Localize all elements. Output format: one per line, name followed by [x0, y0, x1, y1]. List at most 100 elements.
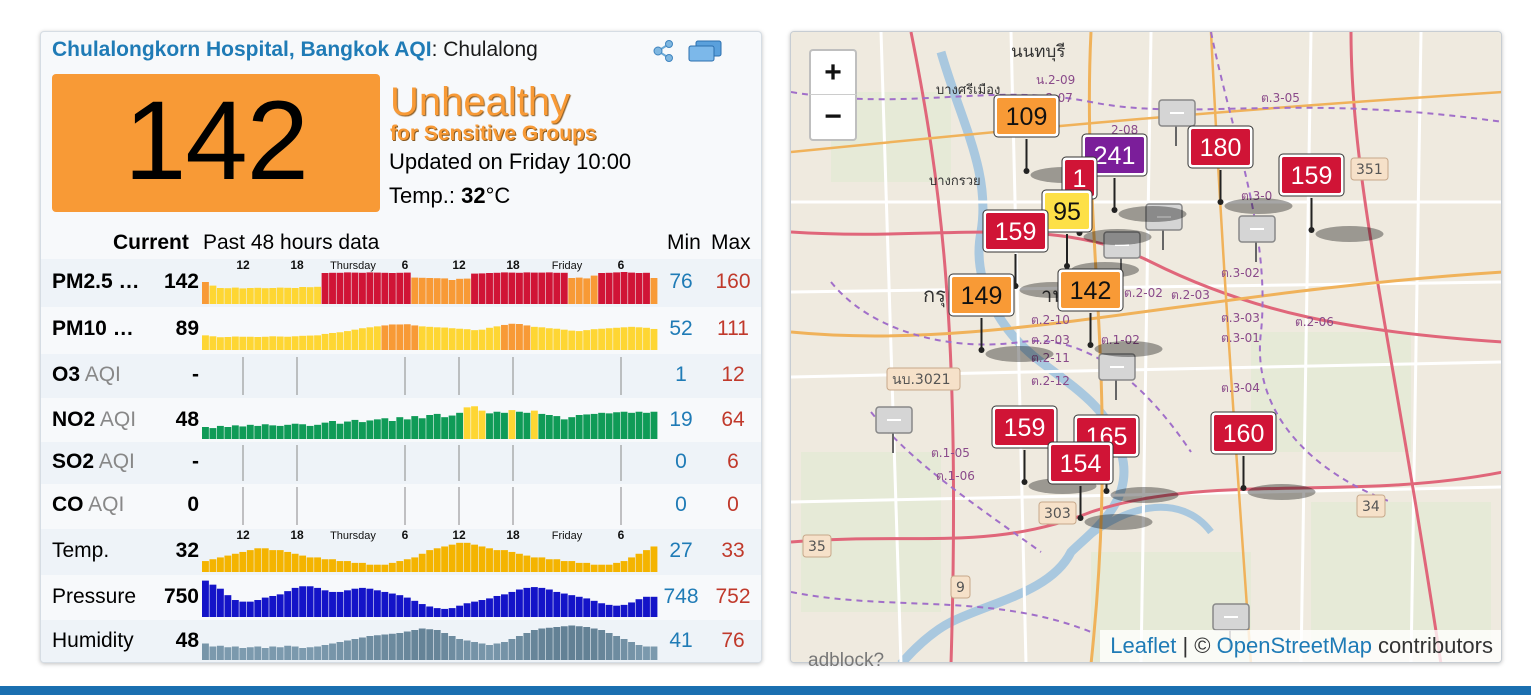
- map-aqi-marker[interactable]: 180: [1187, 125, 1293, 214]
- row-name: Pressure: [52, 585, 137, 608]
- chart-bar: [471, 273, 478, 304]
- chart-bar: [388, 633, 396, 660]
- leaflet-link[interactable]: Leaflet: [1110, 633, 1177, 658]
- history-chart[interactable]: [202, 354, 658, 398]
- row-max-value: 111: [717, 317, 749, 340]
- map-aqi-marker[interactable]: 142: [1057, 268, 1163, 357]
- row-label: NO2 AQI: [52, 408, 136, 432]
- chart-bar: [486, 413, 493, 439]
- chart-bar: [202, 561, 209, 572]
- map-aqi-marker[interactable]: 159: [991, 405, 1097, 494]
- chart-bar: [643, 272, 650, 304]
- map-road-label: ต.3-03: [1221, 311, 1260, 325]
- map-attribution: Leaflet | © OpenStreetMap contributors: [1100, 630, 1501, 662]
- history-chart[interactable]: [202, 620, 658, 663]
- temperature-value: 32: [461, 183, 486, 208]
- map-marker-pin-tip: [1103, 488, 1110, 494]
- history-chart[interactable]: [202, 307, 658, 353]
- history-chart[interactable]: [202, 442, 658, 484]
- aqi-map[interactable]: นนทบุรีบางศรีเมืองบางกรวยกรุานคน.2-09ต.2…: [790, 31, 1502, 663]
- chart-bar: [628, 602, 635, 617]
- chart-bar: [358, 637, 366, 660]
- chart-bar: [306, 287, 314, 304]
- map-place-label: บางกรวย: [929, 174, 981, 189]
- map-marker-shadow: [1118, 206, 1187, 222]
- zoom-in-button[interactable]: +: [809, 49, 857, 95]
- chart-bar: [590, 275, 598, 304]
- chart-bar: [269, 646, 277, 660]
- chart-bar: [366, 272, 374, 304]
- chart-bar: [523, 555, 531, 572]
- chart-bar: [605, 633, 613, 660]
- chart-bar: [508, 639, 516, 660]
- map-marker-shadow: [1224, 198, 1293, 214]
- chart-bar: [202, 427, 209, 439]
- map-aqi-marker[interactable]: 1: [1061, 156, 1152, 245]
- aqi-panel: Chulalongkorn Hospital, Bangkok AQI: Chu…: [40, 31, 762, 663]
- map-canvas[interactable]: นนทบุรีบางศรีเมืองบางกรวยกรุานคน.2-09ต.2…: [791, 32, 1502, 663]
- map-aqi-marker[interactable]: 160: [1210, 411, 1316, 500]
- map-aqi-marker[interactable]: 154: [1047, 441, 1153, 530]
- chart-bar: [396, 595, 404, 617]
- chart-bar: [560, 329, 568, 350]
- map-aqi-marker[interactable]: 159: [1278, 153, 1384, 242]
- history-chart[interactable]: [202, 575, 658, 620]
- map-road-label: ต.2-11: [1031, 351, 1070, 365]
- row-label: Humidity: [52, 629, 134, 653]
- chart-bar: [358, 562, 366, 572]
- chart-bar: [306, 425, 314, 439]
- chart-bar: [336, 423, 344, 439]
- map-road-badge: [1350, 157, 1389, 181]
- chart-bar: [329, 272, 336, 304]
- chart-bar: [433, 548, 441, 572]
- history-chart[interactable]: [202, 484, 658, 528]
- chart-bar: [598, 328, 606, 350]
- chart-bar: [493, 550, 501, 572]
- chart-bar: [478, 546, 486, 572]
- chart-bar: [299, 424, 307, 439]
- header-min: Min: [667, 231, 701, 254]
- chart-axis-label: 12: [236, 529, 250, 542]
- station-name-link[interactable]: Chulalongkorn Hospital, Bangkok AQI: [52, 38, 432, 61]
- share-icon[interactable]: [652, 39, 676, 63]
- chart-bar: [388, 324, 396, 350]
- chart-axis-label: 6: [618, 259, 625, 272]
- map-road-label: ต.2-12: [1031, 374, 1070, 388]
- chart-bar: [231, 646, 239, 660]
- chart-bar: [366, 636, 374, 660]
- zoom-out-button[interactable]: −: [809, 95, 857, 141]
- chart-bar: [501, 642, 508, 660]
- row-current-value: -: [192, 363, 199, 386]
- chart-bar: [598, 273, 606, 304]
- history-chart[interactable]: 12 18 Thursday 6 12 18 Friday 6: [202, 529, 658, 575]
- chart-bar: [545, 415, 553, 439]
- row-label: PM2.5 …: [52, 270, 140, 294]
- openstreetmap-link[interactable]: OpenStreetMap: [1216, 633, 1372, 658]
- chart-bar: [523, 587, 531, 617]
- map-road-label: ต.3-01: [1221, 331, 1260, 345]
- chart-bar: [553, 591, 561, 617]
- chart-bar: [605, 604, 613, 617]
- map-road-badge-label: 34: [1362, 499, 1380, 515]
- row-name: O3: [52, 363, 81, 386]
- map-aqi-marker[interactable]: 149: [948, 273, 1054, 362]
- screens-icon[interactable]: [687, 39, 723, 63]
- chart-bar: [381, 591, 389, 617]
- chart-bar: [486, 327, 493, 350]
- history-chart[interactable]: 12 18 Thursday 6 12 18 Friday 6: [202, 259, 658, 307]
- map-aqi-marker[interactable]: 241: [1081, 133, 1187, 222]
- chart-bar: [523, 325, 531, 350]
- chart-bar: [284, 336, 292, 350]
- history-chart[interactable]: [202, 399, 658, 442]
- map-major-road: [1349, 32, 1443, 662]
- chart-bar: [471, 330, 478, 350]
- row-max-value: 752: [715, 585, 751, 608]
- chart-bar: [538, 413, 546, 439]
- chart-bar: [471, 642, 478, 660]
- chart-axis-label: 12: [236, 259, 250, 272]
- pollutant-row: Temp. 32 27 33 12 18 Thursday 6 12 18 Friday 6: [41, 529, 761, 575]
- map-major-road: [909, 32, 956, 662]
- map-road-badge: [1356, 494, 1386, 518]
- chart-bar: [344, 331, 351, 350]
- chart-bar: [538, 272, 546, 304]
